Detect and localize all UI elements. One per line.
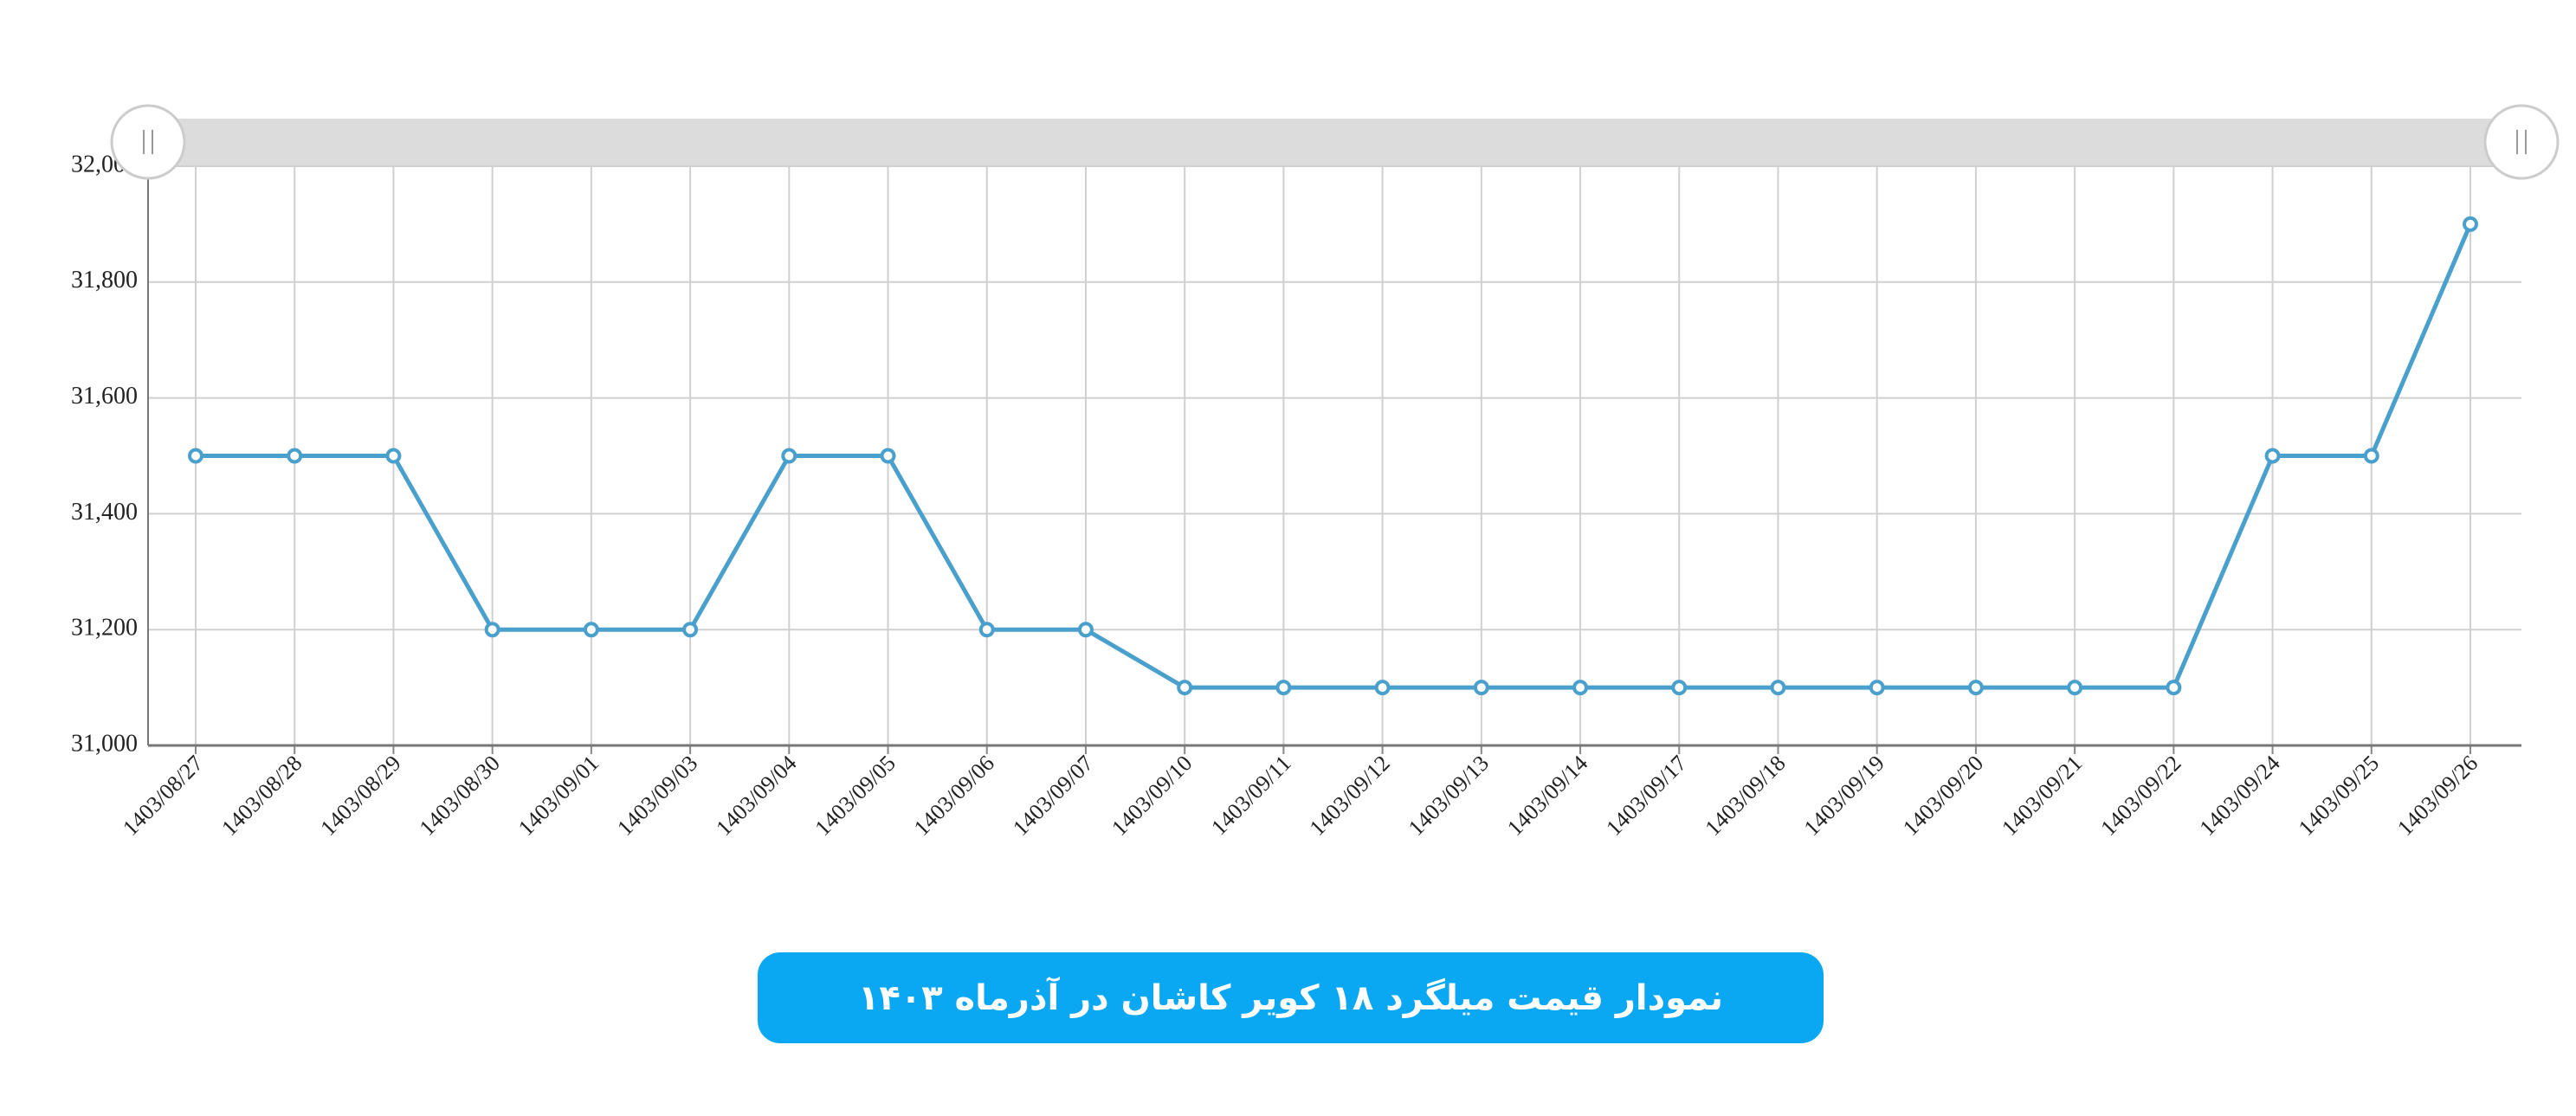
x-tick-label: 1403/09/17	[1601, 751, 1691, 841]
scrollbar[interactable]	[148, 119, 2521, 166]
marker	[781, 448, 797, 464]
x-tick-label: 1403/09/12	[1305, 751, 1395, 841]
x-tick-label: 1403/09/19	[1799, 751, 1889, 841]
x-tick-label: 1403/09/20	[1898, 751, 1988, 841]
x-tick-label: 1403/09/03	[612, 751, 702, 841]
marker	[1275, 680, 1292, 696]
y-tick-label: 31,800	[71, 267, 138, 294]
marker	[1869, 680, 1885, 696]
x-tick-label: 1403/09/22	[2095, 751, 2185, 841]
y-tick-label: 31,200	[71, 615, 138, 642]
marker	[583, 622, 599, 638]
marker	[188, 448, 203, 464]
x-tick-label: 1403/09/01	[513, 751, 604, 841]
x-tick-label: 1403/08/29	[315, 751, 405, 841]
line	[196, 223, 2473, 690]
x-tick-label: 1403/09/11	[1206, 751, 1296, 841]
y-tick-label: 31,400	[71, 499, 138, 526]
marker	[385, 448, 402, 464]
marker	[682, 622, 699, 638]
marker	[1374, 680, 1391, 696]
scroll-handle[interactable]	[2483, 104, 2560, 180]
marker	[2463, 216, 2478, 232]
x-tick-label: 1403/09/05	[810, 751, 900, 841]
x-tick-label: 1403/08/30	[415, 751, 505, 841]
marker	[1572, 680, 1589, 696]
chart-title: نمودار قیمت میلگرد ۱۸ کویر کاشان در آذرم…	[758, 952, 1824, 1043]
x-tick-label: 1403/09/13	[1404, 751, 1494, 841]
x-tick-label: 1403/08/27	[118, 751, 208, 841]
x-tick-label: 1403/09/14	[1502, 751, 1592, 841]
marker	[978, 622, 995, 638]
x-tick-label: 1403/09/25	[2294, 751, 2384, 841]
x-tick-label: 1403/09/04	[711, 751, 801, 841]
marker	[880, 448, 896, 464]
x-tick-label: 1403/09/26	[2392, 751, 2482, 841]
marker	[1177, 680, 1193, 696]
marker	[2363, 448, 2379, 464]
marker	[2264, 448, 2281, 464]
marker	[1770, 680, 1786, 696]
marker	[287, 448, 303, 464]
x-tick-label: 1403/09/18	[1700, 751, 1790, 841]
scroll-handle[interactable]	[110, 104, 186, 180]
marker	[1077, 622, 1094, 638]
x-tick-label: 1403/09/21	[1997, 751, 2087, 841]
marker	[1473, 680, 1489, 696]
marker	[2166, 680, 2182, 696]
x-tick-label: 1403/08/28	[216, 751, 307, 841]
x-tick-label: 1403/09/24	[2195, 751, 2285, 841]
marker	[1967, 680, 1984, 696]
x-tick-label: 1403/09/07	[1008, 751, 1098, 841]
marker	[484, 622, 500, 638]
y-tick-label: 31,600	[71, 383, 138, 410]
x-tick-label: 1403/09/10	[1107, 751, 1197, 841]
y-tick-label: 31,000	[71, 730, 138, 757]
marker	[1671, 680, 1688, 696]
x-tick-label: 1403/09/06	[909, 751, 999, 841]
marker	[2067, 680, 2083, 696]
